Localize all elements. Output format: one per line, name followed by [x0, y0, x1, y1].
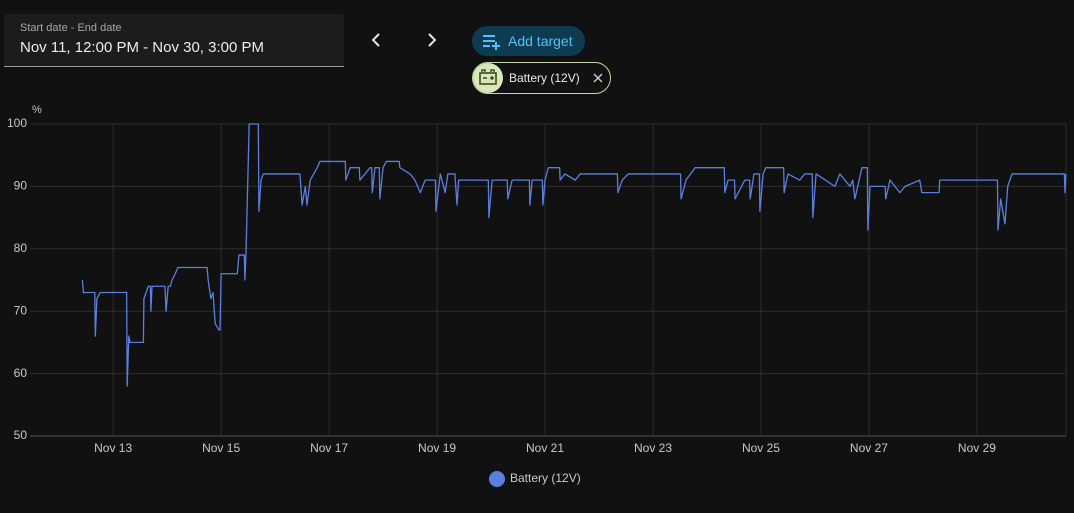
x-tick-label: Nov 13	[94, 441, 132, 455]
y-unit: %	[32, 104, 42, 116]
next-button[interactable]	[420, 28, 444, 52]
target-label: Battery (12V)	[509, 71, 580, 85]
x-tick-label: Nov 25	[742, 441, 780, 455]
y-tick-label: 50	[14, 428, 28, 442]
picker-label: Start date - End date	[20, 22, 122, 34]
x-tick-label: Nov 29	[958, 441, 996, 455]
legend-swatch	[489, 471, 505, 487]
x-tick-label: Nov 21	[526, 441, 564, 455]
legend-label: Battery (12V)	[510, 471, 581, 485]
x-tick-label: Nov 23	[634, 441, 672, 455]
x-tick-label: Nov 17	[310, 441, 348, 455]
battery-glyph	[479, 69, 497, 85]
add-icon	[483, 35, 500, 50]
prev-button[interactable]	[364, 28, 388, 52]
picker-value: Nov 11, 12:00 PM - Nov 30, 3:00 PM	[20, 39, 265, 56]
y-tick-label: 60	[14, 366, 28, 380]
add-target-button[interactable]: Add target	[472, 26, 585, 56]
data-line	[81, 123, 1067, 387]
battery-icon	[473, 63, 503, 93]
x-tick-label: Nov 15	[202, 441, 240, 455]
x-tick-label: Nov 19	[418, 441, 456, 455]
x-tick-label: Nov 27	[850, 441, 888, 455]
y-tick-label: 80	[14, 241, 28, 255]
y-tick-label: 100	[7, 116, 27, 130]
y-tick-label: 90	[14, 179, 28, 193]
remove-icon[interactable]	[593, 73, 603, 83]
y-tick-label: 70	[14, 303, 28, 317]
add-target-label: Add target	[508, 33, 573, 49]
target-chip[interactable]: Battery (12V)	[472, 62, 611, 94]
date-range-picker[interactable]: Start date - End date Nov 11, 12:00 PM -…	[4, 14, 344, 67]
